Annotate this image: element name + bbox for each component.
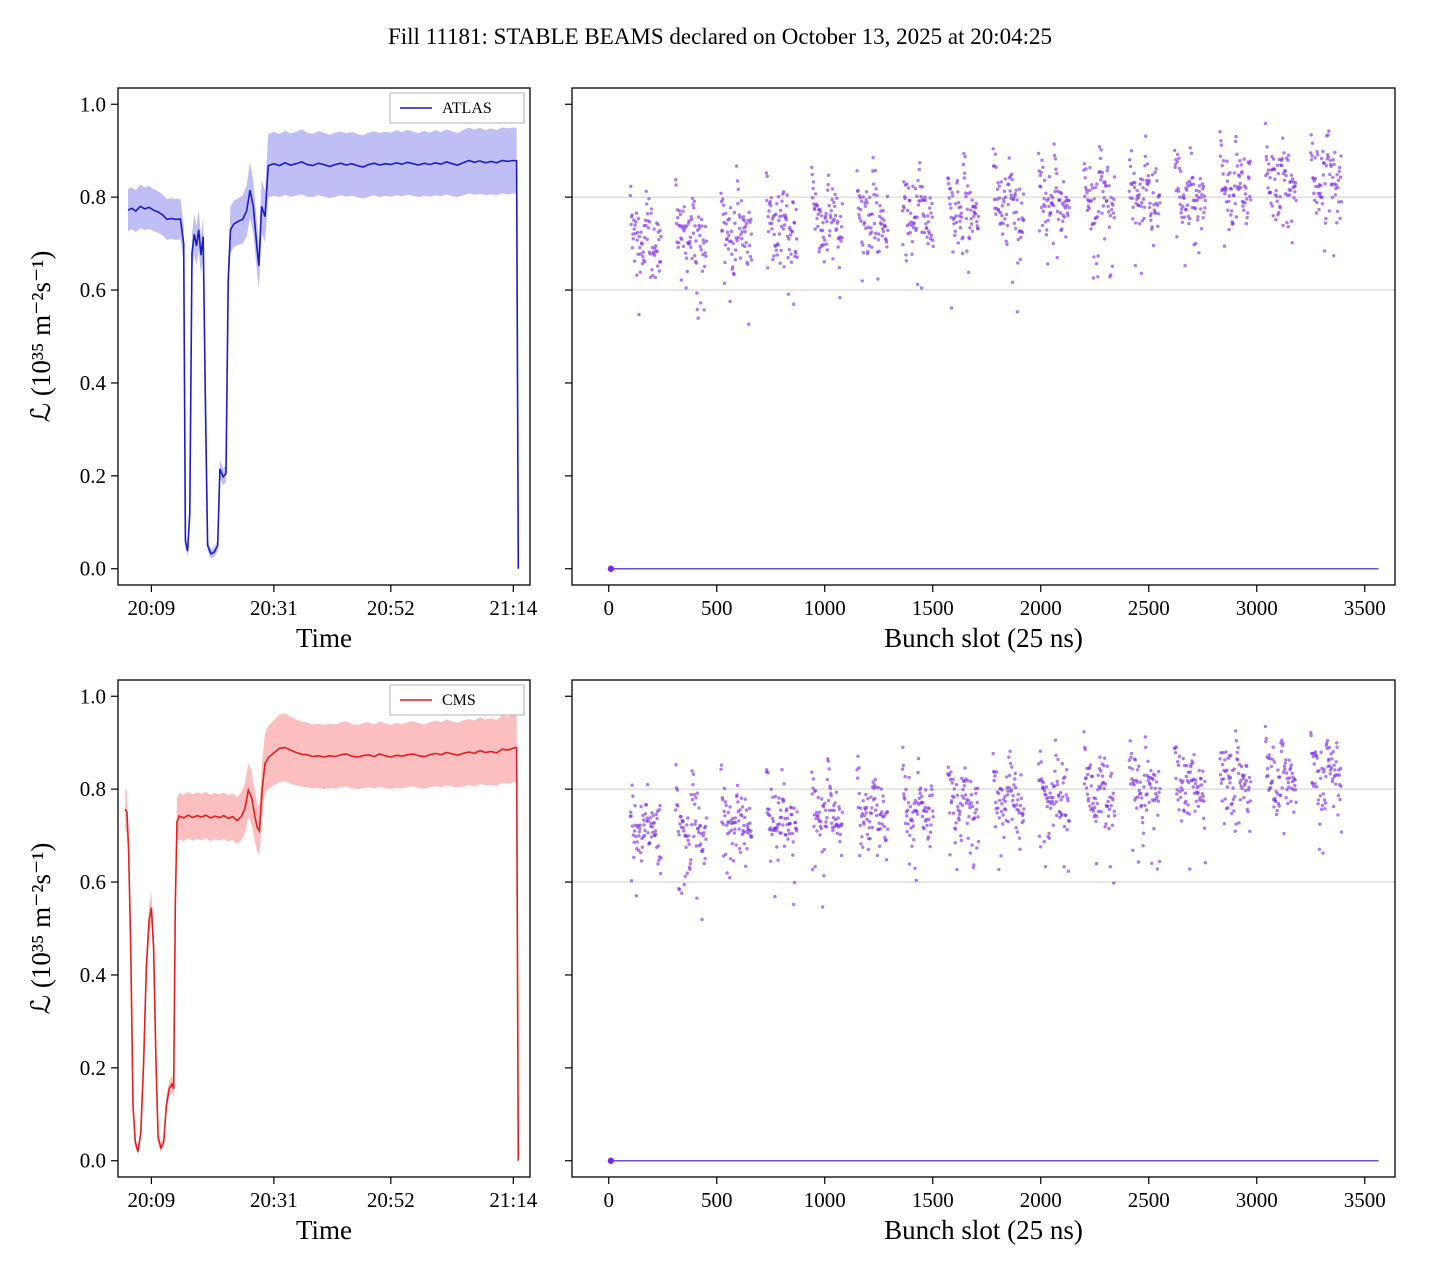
y-axis: 0.0 0.2 0.4 0.6 0.8 1.0 xyxy=(80,684,118,1173)
svg-text:3500: 3500 xyxy=(1344,1188,1386,1212)
svg-text:2500: 2500 xyxy=(1128,1188,1170,1212)
svg-text:0.2: 0.2 xyxy=(80,464,106,488)
x-axis-label: Bunch slot (25 ns) xyxy=(884,1215,1083,1245)
axes-frame xyxy=(117,679,531,1178)
svg-text:3000: 3000 xyxy=(1236,1188,1278,1212)
svg-text:21:14: 21:14 xyxy=(489,596,537,620)
svg-text:1.0: 1.0 xyxy=(80,684,106,708)
svg-text:0.6: 0.6 xyxy=(80,278,106,302)
svg-text:0.8: 0.8 xyxy=(80,777,106,801)
uncertainty-band xyxy=(128,127,519,569)
svg-text:0.2: 0.2 xyxy=(80,1056,106,1080)
atlas-time-chart: 20:09 20:31 20:52 21:14 0.0 0.2 0.4 0.6 0.8 1.0 Ti… xyxy=(26,87,538,653)
svg-text:2000: 2000 xyxy=(1020,1188,1062,1212)
y-axis-label: ℒ (10³⁵ m⁻²s⁻¹) xyxy=(26,251,56,423)
svg-text:2000: 2000 xyxy=(1020,596,1062,620)
svg-text:0.0: 0.0 xyxy=(80,557,106,581)
svg-text:20:31: 20:31 xyxy=(250,1188,298,1212)
svg-text:3500: 3500 xyxy=(1344,596,1386,620)
svg-text:0.0: 0.0 xyxy=(80,1149,106,1173)
svg-text:2500: 2500 xyxy=(1128,596,1170,620)
scatter-points xyxy=(628,121,1344,326)
svg-text:20:52: 20:52 xyxy=(367,596,415,620)
svg-text:20:52: 20:52 xyxy=(367,1188,415,1212)
y-axis-label: ℒ (10³⁵ m⁻²s⁻¹) xyxy=(26,843,56,1015)
zero-slot-marker xyxy=(607,565,615,572)
y-axis xyxy=(565,695,572,1162)
svg-text:0.4: 0.4 xyxy=(80,371,107,395)
svg-text:20:31: 20:31 xyxy=(250,596,298,620)
cms-bunch-chart: 0 500 1000 1500 2000 2500 3000 3500 Bunch slot (… xyxy=(565,679,1396,1245)
x-axis: 20:09 20:31 20:52 21:14 xyxy=(127,585,538,620)
y-axis: 0.0 0.2 0.4 0.6 0.8 1.0 xyxy=(80,92,118,581)
legend: CMS xyxy=(389,684,525,716)
x-axis-label: Time xyxy=(296,1215,352,1245)
svg-text:3000: 3000 xyxy=(1236,596,1278,620)
x-axis: 0 500 1000 1500 2000 2500 3000 3500 xyxy=(603,585,1386,620)
x-axis-label: Time xyxy=(296,623,352,653)
svg-text:0.6: 0.6 xyxy=(80,870,106,894)
svg-text:0: 0 xyxy=(603,1188,614,1212)
y-axis xyxy=(565,103,572,570)
legend-label: CMS xyxy=(442,692,476,709)
svg-text:20:09: 20:09 xyxy=(127,1188,175,1212)
legend: ATLAS xyxy=(389,92,525,124)
x-axis: 20:09 20:31 20:52 21:14 xyxy=(127,1177,538,1212)
x-axis: 0 500 1000 1500 2000 2500 3000 3500 xyxy=(603,1177,1386,1212)
svg-text:1500: 1500 xyxy=(912,596,954,620)
svg-text:1.0: 1.0 xyxy=(80,92,106,116)
luminosity-line xyxy=(127,159,520,569)
uncertainty-band xyxy=(125,713,519,1161)
svg-text:500: 500 xyxy=(701,1188,733,1212)
zero-slot-marker xyxy=(607,1157,615,1164)
legend-label: ATLAS xyxy=(442,100,492,117)
cms-time-chart: 20:09 20:31 20:52 21:14 0.0 0.2 0.4 0.6 0.8 1.0 Ti… xyxy=(26,679,538,1245)
atlas-bunch-chart: 0 500 1000 1500 2000 2500 3000 3500 Bunch slot (… xyxy=(565,87,1396,653)
figure-title: Fill 11181: STABLE BEAMS declared on Oct… xyxy=(387,24,1053,49)
svg-text:21:14: 21:14 xyxy=(489,1188,537,1212)
axes-frame xyxy=(117,87,531,586)
svg-text:1000: 1000 xyxy=(804,1188,846,1212)
svg-text:1500: 1500 xyxy=(912,1188,954,1212)
x-axis-label: Bunch slot (25 ns) xyxy=(884,623,1083,653)
svg-text:500: 500 xyxy=(701,596,733,620)
axes-frame xyxy=(571,87,1396,586)
svg-text:0.4: 0.4 xyxy=(80,963,107,987)
svg-text:0: 0 xyxy=(603,596,614,620)
axes-frame xyxy=(571,679,1396,1178)
svg-text:1000: 1000 xyxy=(804,596,846,620)
svg-text:0.8: 0.8 xyxy=(80,185,106,209)
scatter-points xyxy=(628,724,1344,922)
svg-text:20:09: 20:09 xyxy=(127,596,175,620)
luminosity-line xyxy=(124,746,520,1161)
